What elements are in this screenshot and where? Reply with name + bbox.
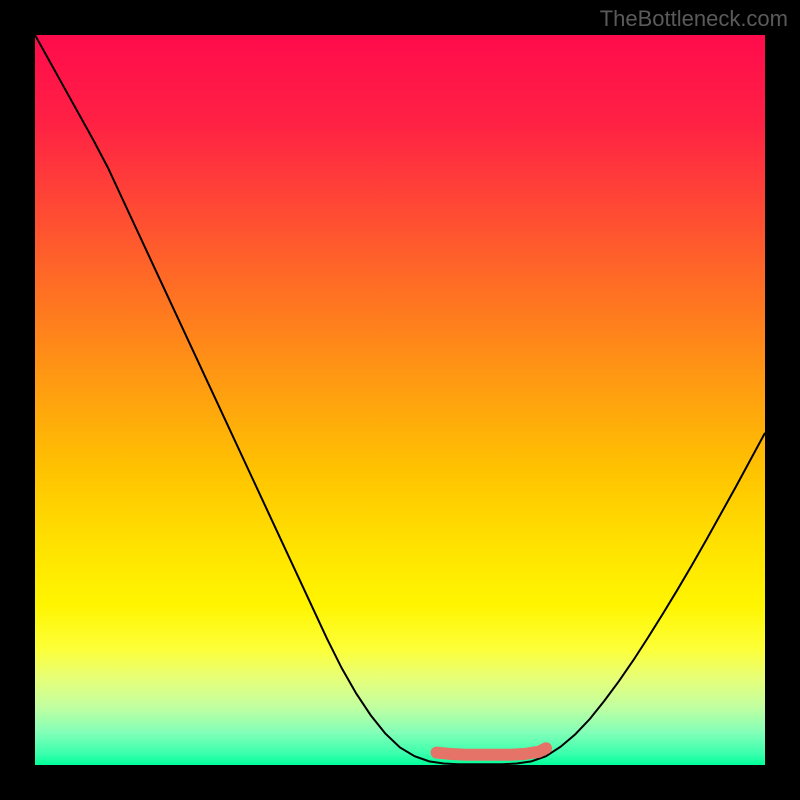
chart-container: TheBottleneck.com (0, 0, 800, 800)
watermark-text: TheBottleneck.com (600, 6, 788, 32)
curve-overlay (35, 35, 765, 765)
plot-area (35, 35, 765, 765)
optimal-range-highlight (437, 748, 547, 755)
bottleneck-curve (35, 35, 765, 764)
